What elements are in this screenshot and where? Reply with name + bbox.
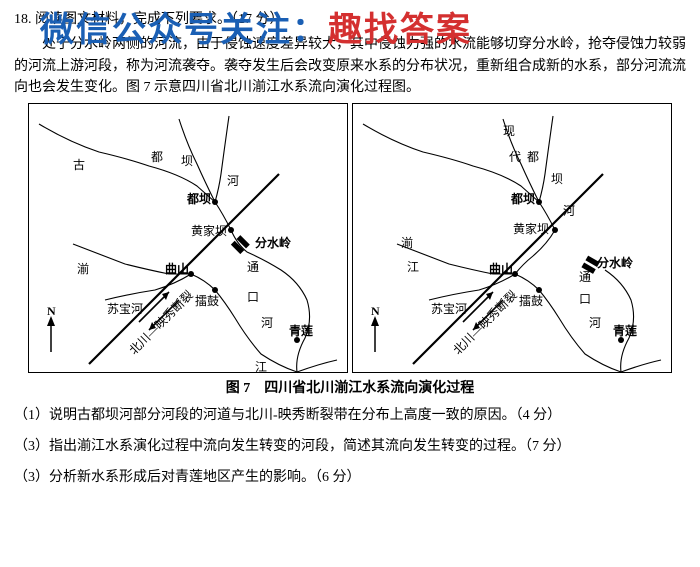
label-jianm: 湔 xyxy=(401,234,413,251)
subquestion-2: （3）指出湔江水系演化过程中流向发生转变的河段，简述其流向发生转变的过程。（7 … xyxy=(14,436,686,457)
label-tongm: 通 xyxy=(579,268,591,285)
label-hem: 河 xyxy=(563,202,575,219)
label-jiang2: 江 xyxy=(407,258,419,275)
city-dubam xyxy=(536,199,542,205)
river-jian-lowerm xyxy=(515,274,621,372)
label-he: 河 xyxy=(227,172,239,189)
label-tong: 通 xyxy=(247,258,259,275)
question-passage: 处于分水岭两侧的河流，由于侵蚀速度差异较大，其中侵蚀力强的水流能够切穿分水岭，抢… xyxy=(14,34,686,99)
label-subaom: 苏宝河 xyxy=(431,300,467,317)
label-qushan: 曲山 xyxy=(165,260,189,277)
subquestion-1: （1）说明古都坝河部分河段的河道与北川-映秀断裂带在分布上高度一致的原因。（4 … xyxy=(14,405,686,426)
label-xian: 现 xyxy=(503,122,515,139)
river-tongkou-lower xyxy=(605,270,634,372)
label-he2m: 河 xyxy=(589,314,601,331)
label-huangjiabam: 黄家坝 xyxy=(513,220,549,237)
map-panel-ancient: 〓 古 都 坝 河 都坝 黄家坝 分水岭 曲山 擂鼓 苏宝河 湔 通 口 河 青… xyxy=(28,103,348,373)
city-huangjiabam xyxy=(552,227,558,233)
label-qinglianm: 青莲 xyxy=(613,322,637,339)
label-du: 都 xyxy=(151,148,163,165)
label-fenshuim: 分水岭 xyxy=(597,254,633,271)
label-he2: 河 xyxy=(261,314,273,331)
maps-container: 〓 古 都 坝 河 都坝 黄家坝 分水岭 曲山 擂鼓 苏宝河 湔 通 口 河 青… xyxy=(14,103,686,373)
subquestion-3: （3）分析新水系形成后对青莲地区产生的影响。（6 分） xyxy=(14,467,686,488)
river-outlet xyxy=(297,360,337,372)
label-subao: 苏宝河 xyxy=(107,300,143,317)
label-dum: 都 xyxy=(527,148,539,165)
question-header-text: 阅读图文材料，完成下列要求。（17 分） xyxy=(35,12,284,27)
label-leigum: 擂鼓 xyxy=(519,292,543,309)
question-number: 18. xyxy=(14,12,32,27)
label-kou: 口 xyxy=(247,288,259,305)
label-bam: 坝 xyxy=(551,170,563,187)
label-dai: 代 xyxy=(509,148,521,165)
label-leigu: 擂鼓 xyxy=(195,292,219,309)
label-north: N xyxy=(47,304,56,319)
label-gu: 古 xyxy=(73,156,85,173)
river-jian-lower xyxy=(191,274,297,372)
city-duba xyxy=(212,199,218,205)
river-trib-2m xyxy=(539,116,553,202)
label-ba: 坝 xyxy=(181,152,193,169)
label-jiang: 江 xyxy=(255,358,267,375)
label-koum: 口 xyxy=(579,290,591,307)
label-fenshui: 分水岭 xyxy=(255,234,291,251)
label-qushanm: 曲山 xyxy=(489,260,513,277)
river-trib-2 xyxy=(215,116,229,202)
label-duba-citym: 都坝 xyxy=(511,190,535,207)
label-jian: 湔 xyxy=(77,260,89,277)
label-qinglian: 青莲 xyxy=(289,322,313,339)
city-huangjiaba xyxy=(228,227,234,233)
question-header: 18. 阅读图文材料，完成下列要求。（17 分） xyxy=(14,8,686,28)
label-huangjiaba: 黄家坝 xyxy=(191,222,227,239)
map-panel-modern: 〓 现 代 都 坝 河 都坝 黄家坝 分水岭 曲山 擂鼓 苏宝河 湔 江 通 口… xyxy=(352,103,672,373)
label-duba-city: 都坝 xyxy=(187,190,211,207)
river-outletm xyxy=(621,360,661,372)
figure-caption: 图 7 四川省北川湔江水系流向演化过程 xyxy=(14,377,686,397)
label-northm: N xyxy=(371,304,380,319)
